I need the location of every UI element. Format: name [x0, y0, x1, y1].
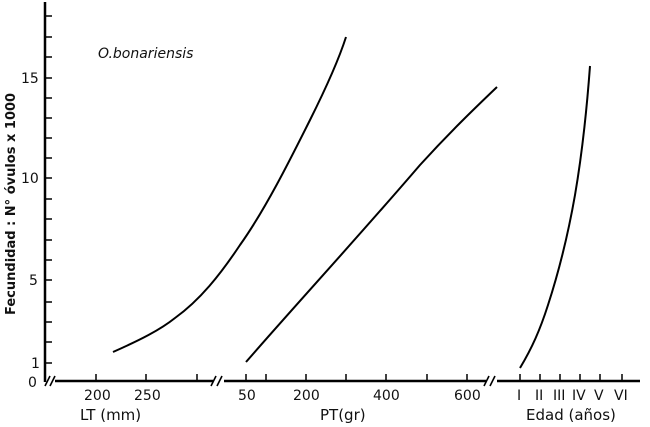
y-tick-label-5: 5 [29, 273, 38, 289]
pt-ticks [245, 374, 468, 381]
y-ticks [45, 15, 52, 364]
lt-tick-250: 250 [134, 388, 161, 404]
y-tick-label-10: 10 [21, 171, 39, 187]
age-tick-VI: VI [614, 388, 628, 404]
pt-tick-200: 200 [293, 388, 320, 404]
y-tick-label-1: 1 [31, 356, 40, 372]
age-ticks [519, 374, 623, 381]
age-tick-V: V [594, 388, 604, 404]
pt-tick-400: 400 [373, 388, 400, 404]
lt-curve [112, 36, 347, 353]
species-annotation: O.bonariensis [98, 46, 193, 62]
y-tick-label-0: 0 [28, 375, 37, 391]
age-curve [519, 65, 591, 369]
pt-tick-600: 600 [454, 388, 481, 404]
axis-break-marks [44, 375, 496, 387]
lt-axis-title: LT (mm) [80, 406, 141, 424]
pt-tick-50: 50 [238, 388, 256, 404]
age-tick-III: III [553, 388, 565, 404]
lt-ticks [95, 374, 198, 381]
pt-axis-title: PT(gr) [320, 406, 366, 424]
pt-curve [245, 86, 498, 363]
age-tick-IV: IV [572, 388, 586, 404]
lt-tick-200: 200 [84, 388, 111, 404]
y-axis-title: Fecundidad : N° óvulos x 1000 [4, 93, 19, 315]
age-tick-I: I [517, 388, 521, 404]
age-axis-title: Edad (años) [526, 406, 616, 424]
age-tick-II: II [535, 388, 543, 404]
y-tick-label-15: 15 [21, 71, 39, 87]
